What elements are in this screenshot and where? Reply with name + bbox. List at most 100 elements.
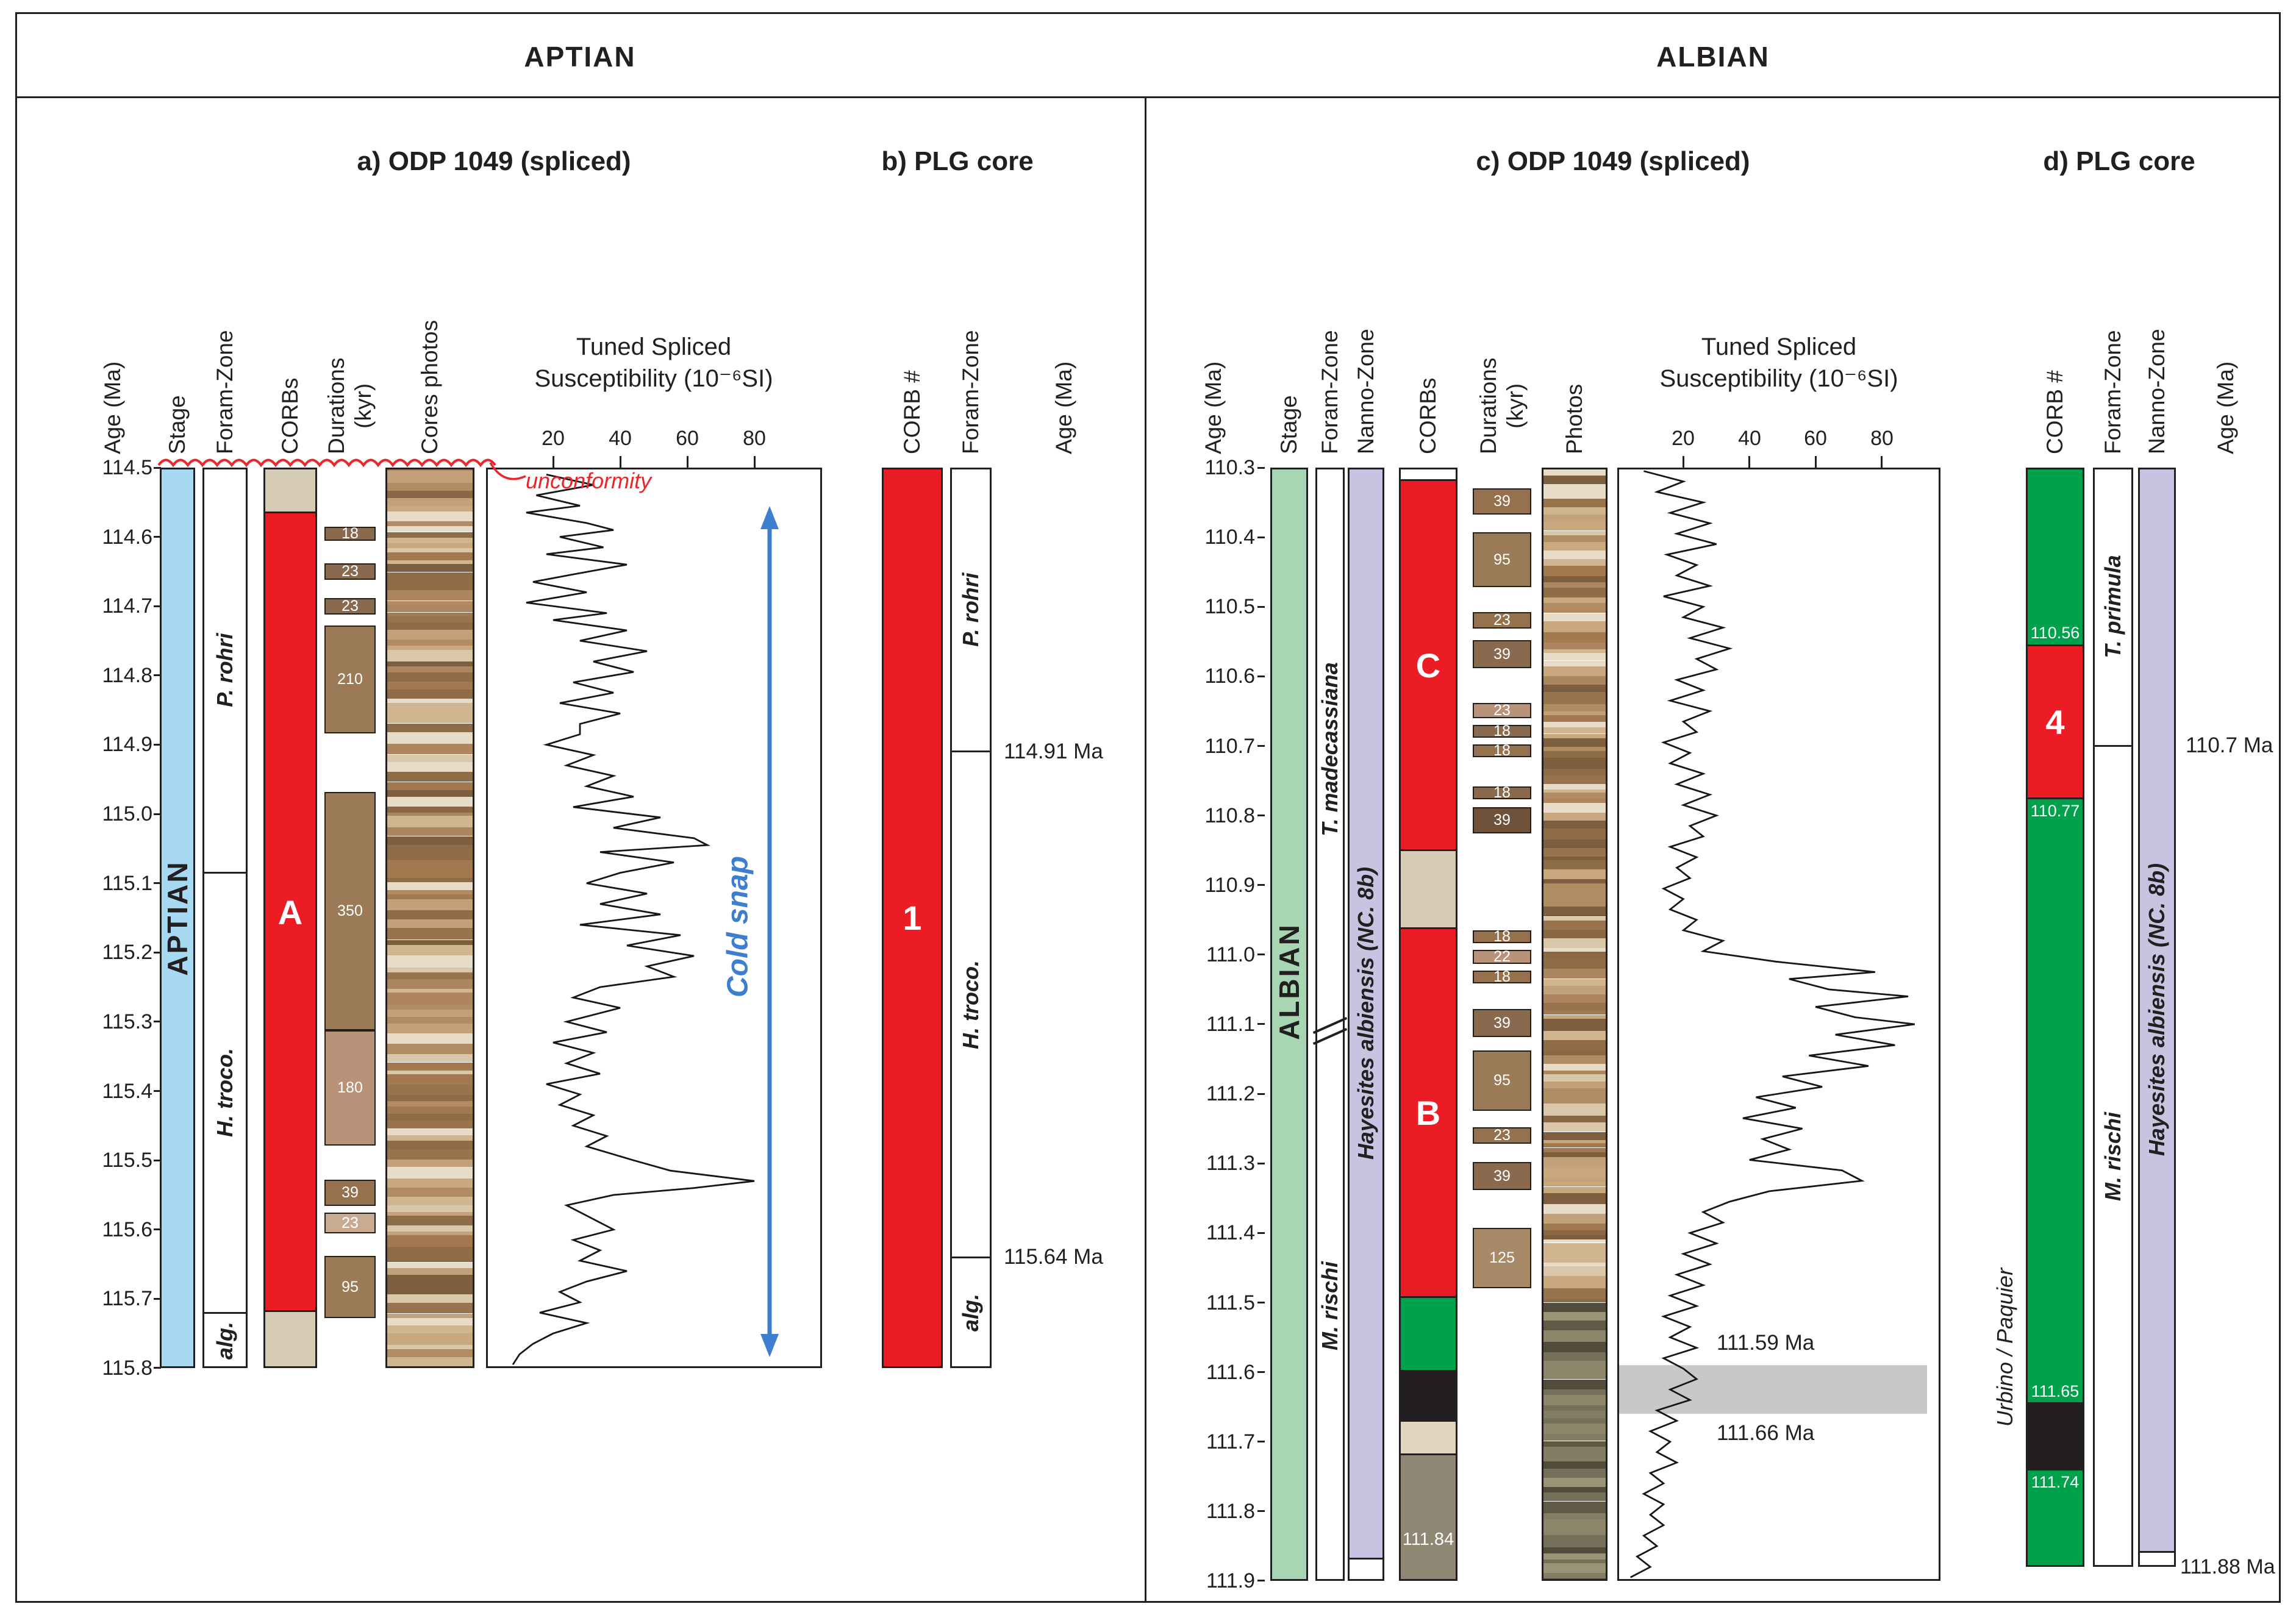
core-photo-stripe <box>385 1257 474 1262</box>
column-header-age-d: Age (Ma) <box>2213 361 2238 454</box>
core-photo-stripe <box>1542 775 1608 784</box>
core-photo-stripe <box>1542 860 1608 869</box>
core-photo-stripe <box>1542 930 1608 938</box>
age-tick-mark <box>154 813 161 815</box>
corb-block <box>1399 1371 1457 1421</box>
core-photo-stripe <box>1542 1178 1608 1182</box>
core-photo-stripe <box>385 666 474 672</box>
core-photo-stripe <box>1542 1143 1608 1147</box>
age-tick-label: 115.1 <box>102 872 152 895</box>
core-photo-stripe <box>1542 879 1608 883</box>
core-photo-stripe <box>1542 1152 1608 1157</box>
corb-block <box>1399 480 1457 850</box>
age-tick-mark <box>1257 1510 1265 1512</box>
core-photo-stripe <box>1542 1461 1608 1469</box>
axis-tick-mark <box>754 456 756 468</box>
unconformity-wavy-line <box>157 458 496 468</box>
susceptibility-a-svg <box>512 474 755 1366</box>
column-header-corbs-a: CORBs <box>277 377 302 454</box>
core-photo-stripe <box>1542 649 1608 653</box>
core-photo-stripe <box>1542 1487 1608 1493</box>
corb-boundary <box>2026 1402 2084 1404</box>
core-photo-stripe <box>1542 685 1608 692</box>
core-photo-stripe <box>1542 1095 1608 1103</box>
core-photo-stripe <box>1542 521 1608 530</box>
corb-block <box>1399 929 1457 1297</box>
column-header-age-c: Age (Ma) <box>1201 361 1226 454</box>
corb-column-frame <box>1399 468 1457 1581</box>
cold-snap-label: Cold snap <box>721 855 754 998</box>
age-tick-mark <box>1257 606 1265 608</box>
duration-block: 95 <box>324 1256 376 1318</box>
core-photo-stripe <box>385 1024 474 1034</box>
ma-label-d-top: 110.7 Ma <box>2186 733 2273 757</box>
age-tick-label: 115.2 <box>102 941 152 964</box>
core-photo-stripe <box>1542 1276 1608 1288</box>
core-photo-stripe <box>385 899 474 910</box>
core-photo-stripe <box>1542 643 1608 649</box>
corb-block <box>1399 1421 1457 1455</box>
foram-column-a-bg <box>202 468 248 1368</box>
column-header-foram-a: Foram-Zone <box>212 330 237 454</box>
core-photo-stripe <box>1542 895 1608 907</box>
core-photo-stripe <box>1542 1361 1608 1368</box>
core-photo-stripe <box>385 890 474 894</box>
core-photo-stripe <box>1542 857 1608 860</box>
age-tick-label: 115.5 <box>102 1149 152 1172</box>
corb-block <box>263 513 317 1311</box>
susceptibility-a-frame <box>486 468 822 1368</box>
core-photo-stripe <box>1542 1389 1608 1395</box>
core-photo-stripe <box>1542 613 1608 621</box>
age-tick-label: 115.3 <box>102 1010 152 1033</box>
duration-block: 18 <box>324 526 376 541</box>
core-photo-stripe <box>1542 821 1608 829</box>
column-header-stage-a: Stage <box>165 395 190 454</box>
core-photo-stripe <box>1542 1052 1608 1055</box>
age-tick-mark <box>154 1021 161 1022</box>
ma-label-band-bottom: 111.66 Ma <box>1717 1421 1815 1445</box>
foram-column-b-boundary <box>950 1257 992 1258</box>
corb-column-frame <box>263 468 317 1368</box>
foram-column-b-bg <box>950 468 992 1368</box>
susceptibility-c-frame <box>1617 468 1940 1581</box>
core-photo-stripe <box>1542 1082 1608 1088</box>
core-photo-stripe <box>1542 692 1608 704</box>
corb-block <box>1399 468 1457 480</box>
core-photo-stripe <box>1542 883 1608 896</box>
corb-boundary <box>1399 1296 1457 1298</box>
unconformity-wave <box>157 458 526 480</box>
core-photo-stripe <box>385 1263 474 1268</box>
corb-letter-label: C <box>1415 646 1441 685</box>
core-photo-stripe <box>1542 542 1608 551</box>
panel-c-title: c) ODP 1049 (spliced) <box>1476 146 1750 176</box>
axis-tick-label: 20 <box>542 427 565 450</box>
corb-block <box>2026 468 2084 645</box>
core-photo-stripe <box>385 630 474 640</box>
corb-block <box>1399 850 1457 929</box>
core-photo-stripe <box>385 1205 474 1212</box>
core-photo-stripe <box>1542 653 1608 660</box>
core-photo-stripe <box>385 845 474 855</box>
age-tick-label: 110.5 <box>1204 595 1255 618</box>
age-tick-mark <box>1257 745 1265 747</box>
duration-block: 39 <box>324 1180 376 1206</box>
corb-column-frame <box>882 468 943 1368</box>
core-photo-stripe <box>385 882 474 890</box>
core-photo-stripe <box>1542 1019 1608 1031</box>
figure-border <box>15 12 2281 1603</box>
column-header-durations-a: Durations (kyr) <box>323 358 377 454</box>
susceptibility-axis-title-c: Tuned Spliced Susceptibility (10⁻⁶SI) <box>1659 331 1898 394</box>
urbino-paquier-label: Urbino / Paquier <box>1992 1267 2017 1427</box>
axis-tick-label: 40 <box>609 427 632 450</box>
ma-label-d-bottom: 111.88 Ma <box>2180 1555 2275 1578</box>
core-photo-stripe <box>1542 1452 1608 1461</box>
duration-block: 22 <box>1473 949 1531 964</box>
core-photo-stripe <box>385 1275 474 1285</box>
age-tick-mark <box>154 952 161 954</box>
core-photo-stripe <box>385 650 474 661</box>
susceptibility-c-svg <box>1617 470 1927 1578</box>
core-photo-stripe <box>385 613 474 616</box>
core-photo-stripe <box>1542 1352 1608 1361</box>
core-photo-stripe <box>1542 1380 1608 1389</box>
core-photo-stripe <box>1542 1224 1608 1230</box>
